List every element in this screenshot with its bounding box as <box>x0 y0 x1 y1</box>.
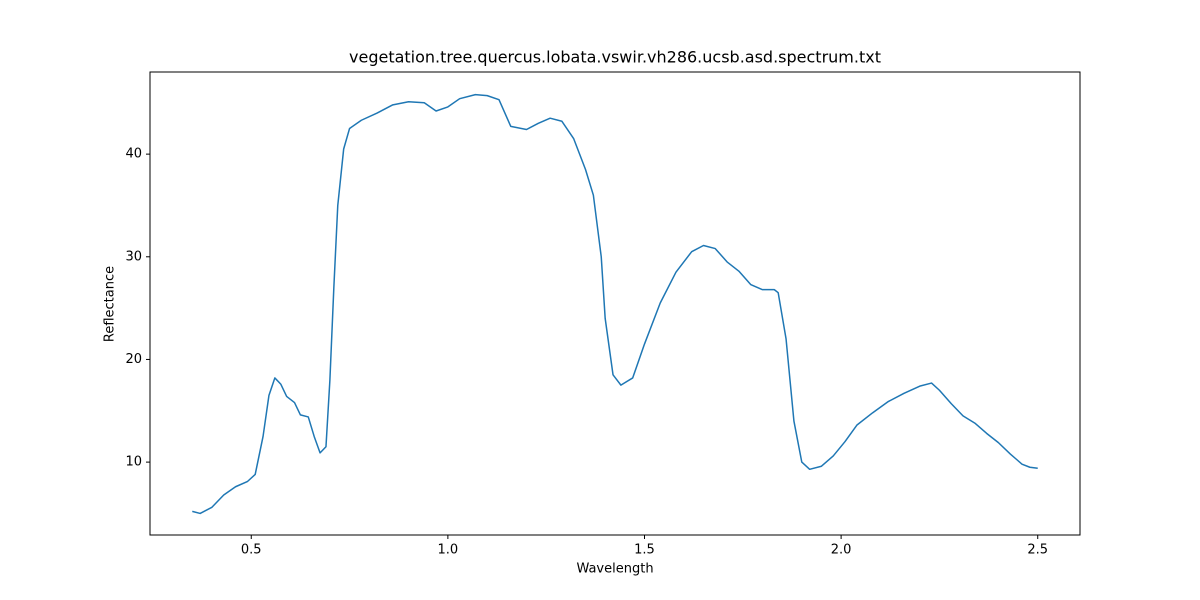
x-tick-label: 0.5 <box>241 543 262 558</box>
y-axis-label: Reflectance <box>103 266 118 342</box>
y-tick-label: 10 <box>125 455 142 470</box>
x-tick-label: 1.0 <box>438 543 459 558</box>
y-tick-label: 30 <box>125 249 142 264</box>
y-tick-label: 20 <box>125 352 142 367</box>
y-tick-label: 40 <box>125 147 142 162</box>
chart-title: vegetation.tree.quercus.lobata.vswir.vh2… <box>349 48 881 67</box>
x-tick-label: 2.5 <box>1027 543 1048 558</box>
x-tick-label: 2.0 <box>831 543 852 558</box>
plot-frame <box>149 71 1081 536</box>
x-tick-label: 1.5 <box>634 543 655 558</box>
x-axis-label: Wavelength <box>576 562 653 577</box>
data-line <box>192 93 1038 515</box>
